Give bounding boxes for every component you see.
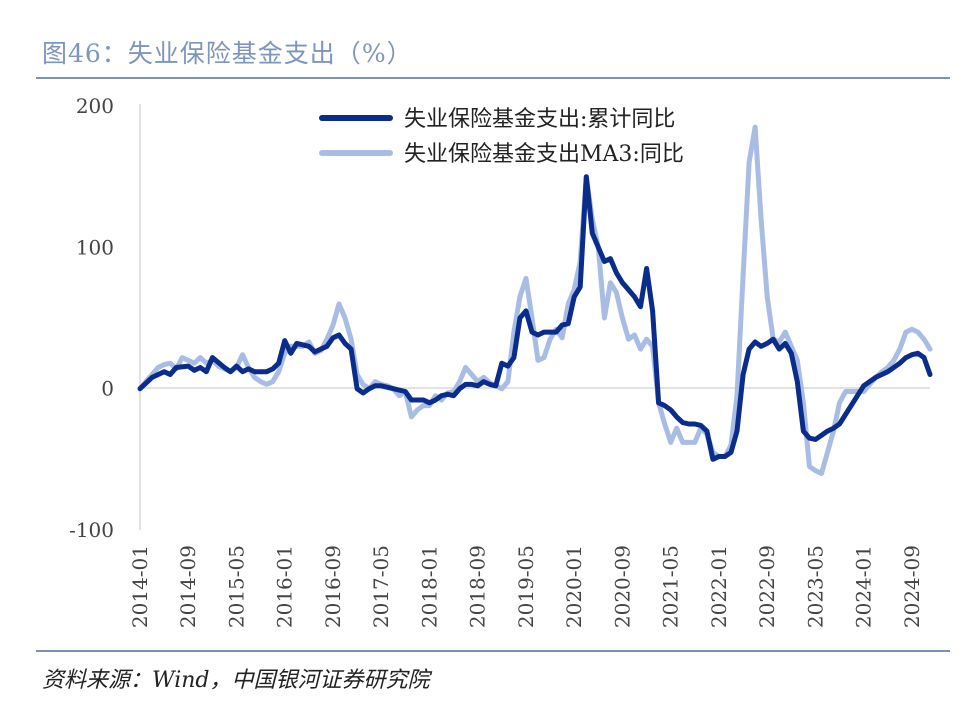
x-tick-label: 2014-01 (128, 545, 152, 628)
x-tick-label: 2014-09 (176, 545, 200, 628)
x-tick-label: 2024-09 (900, 545, 924, 628)
legend-label: 失业保险基金支出:累计同比 (404, 107, 675, 132)
x-tick-label: 2018-01 (417, 545, 441, 628)
y-tick-label: 0 (101, 377, 114, 401)
x-tick-label: 2023-05 (803, 545, 827, 628)
x-tick-label: 2015-05 (224, 545, 248, 628)
y-tick-label: 200 (76, 94, 114, 118)
x-tick-label: 2022-09 (755, 545, 779, 628)
series-line-cumulative-yoy (137, 174, 933, 462)
x-tick-labels: 2014-01 2014-09 2015-05 2016-01 2016-09 2017-… (128, 545, 924, 628)
top-divider (36, 77, 950, 79)
series-lines (137, 124, 933, 476)
y-tick-labels: 200 100 0 -100 (69, 94, 114, 542)
source-note: 资料来源：Wind，中国银河证券研究院 (42, 668, 430, 693)
x-tick-label: 2019-05 (514, 545, 538, 628)
chart-title: 图46：失业保险基金支出（%） (42, 39, 413, 68)
y-tick-label: -100 (69, 518, 114, 542)
x-tick-label: 2022-01 (707, 545, 731, 628)
x-tick-label: 2016-09 (321, 545, 345, 628)
bottom-divider (36, 650, 950, 652)
x-tick-label: 2021-05 (659, 545, 683, 628)
x-tick-label: 2018-09 (466, 545, 490, 628)
x-tick-label: 2016-01 (273, 545, 297, 628)
legend-label: 失业保险基金支出MA3:同比 (404, 142, 684, 167)
x-tick-label: 2024-01 (852, 545, 876, 628)
series-line-ma3-yoy (137, 124, 933, 476)
y-tick-label: 100 (76, 235, 114, 259)
x-tick-label: 2020-09 (610, 545, 634, 628)
x-tick-label: 2020-01 (562, 545, 586, 628)
x-tick-label: 2017-05 (369, 545, 393, 628)
